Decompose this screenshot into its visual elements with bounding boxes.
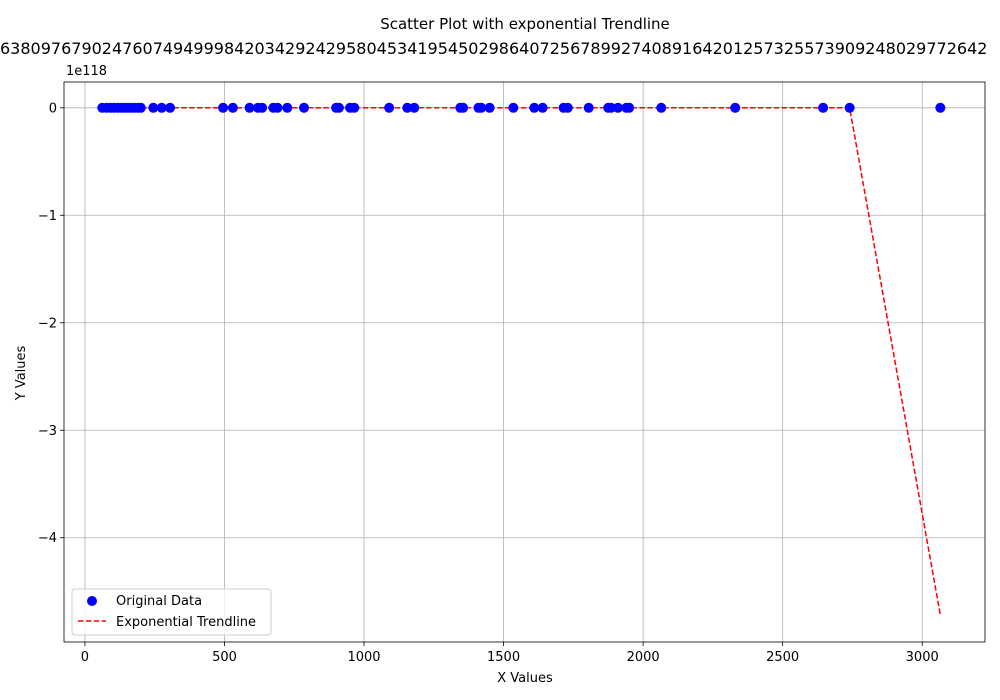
y-tick-label: 0 bbox=[49, 101, 57, 116]
y-tick-label: −1 bbox=[38, 209, 57, 224]
data-point bbox=[583, 102, 594, 113]
data-point bbox=[508, 102, 519, 113]
x-axis: 0 500 1000 1500 2000 2500 3000 bbox=[81, 642, 939, 665]
data-point bbox=[656, 102, 667, 113]
x-tick-label: 0 bbox=[81, 650, 89, 665]
x-axis-label: X Values bbox=[497, 671, 553, 686]
data-point bbox=[537, 102, 548, 113]
y-axis: 0 −1 −2 −3 −4 bbox=[38, 101, 64, 546]
data-point bbox=[227, 102, 238, 113]
data-point bbox=[333, 102, 344, 113]
data-point bbox=[606, 102, 617, 113]
legend-frame bbox=[71, 588, 272, 636]
x-tick-label: 1000 bbox=[347, 650, 380, 665]
x-tick-label: 2000 bbox=[627, 650, 660, 665]
data-point bbox=[562, 102, 573, 113]
x-tick-label: 500 bbox=[212, 650, 237, 665]
data-point bbox=[384, 102, 395, 113]
data-point bbox=[484, 102, 495, 113]
top-label: 6380976790247607494999842034292429580453… bbox=[0, 39, 987, 58]
data-point bbox=[218, 102, 229, 113]
x-tick-label: 2500 bbox=[766, 650, 799, 665]
data-point bbox=[529, 102, 540, 113]
data-point bbox=[148, 102, 159, 113]
legend-marker-original-data bbox=[87, 596, 97, 606]
data-point bbox=[624, 102, 635, 113]
data-point bbox=[299, 102, 310, 113]
data-point bbox=[409, 102, 420, 113]
data-point bbox=[244, 102, 255, 113]
data-point bbox=[156, 102, 167, 113]
data-point bbox=[272, 102, 283, 113]
y-axis-label: Y Values bbox=[14, 346, 29, 402]
data-point bbox=[612, 102, 623, 113]
data-point bbox=[402, 102, 413, 113]
data-point bbox=[257, 102, 268, 113]
data-point bbox=[135, 102, 146, 113]
legend-label-exponential-trendline: Exponential Trendline bbox=[116, 615, 256, 630]
x-tick-label: 1500 bbox=[487, 650, 520, 665]
data-point bbox=[818, 102, 829, 113]
x-tick-label: 3000 bbox=[906, 650, 939, 665]
data-point bbox=[458, 102, 469, 113]
plot-area bbox=[97, 102, 946, 616]
data-point bbox=[935, 102, 946, 113]
y-offset-label: 1e118 bbox=[66, 64, 107, 79]
legend-label-original-data: Original Data bbox=[116, 594, 202, 609]
axes-border bbox=[63, 81, 986, 643]
legend: Original Data Exponential Trendline bbox=[71, 588, 272, 636]
y-tick-label: −3 bbox=[38, 424, 57, 439]
axes-frame bbox=[63, 81, 986, 643]
data-point bbox=[844, 102, 855, 113]
data-point bbox=[282, 102, 293, 113]
y-tick-label: −2 bbox=[38, 316, 57, 331]
data-point bbox=[349, 102, 360, 113]
data-point bbox=[476, 102, 487, 113]
data-point bbox=[165, 102, 176, 113]
chart-title: Scatter Plot with exponential Trendline bbox=[380, 15, 670, 33]
y-tick-label: −4 bbox=[38, 531, 57, 546]
data-point bbox=[730, 102, 741, 113]
